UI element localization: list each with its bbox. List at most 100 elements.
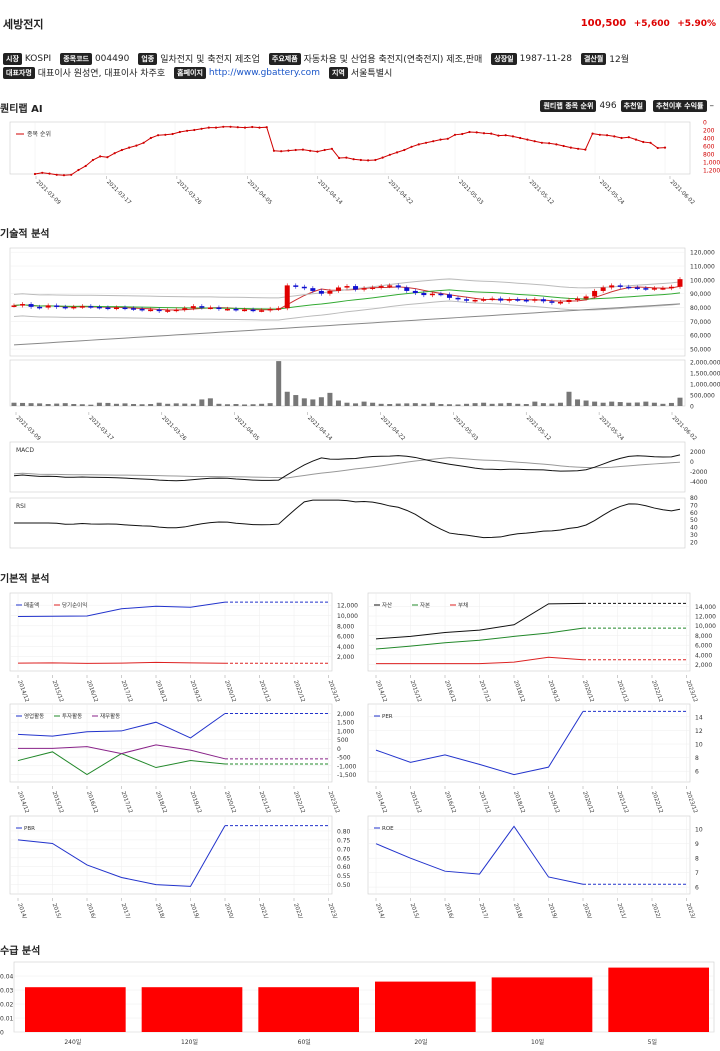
rank-xtick-label: 2021-04-22 [387, 179, 414, 206]
sales-ytick-label: 4,000 [337, 644, 354, 651]
candle-body [131, 308, 137, 310]
volume-bar [182, 403, 188, 406]
cashflow-xtick-label: 2018/12 [154, 791, 167, 815]
candle-body [446, 294, 452, 298]
pbr-xtick-label: 2022/12 [292, 903, 305, 918]
rank-value: 496 [599, 101, 617, 111]
rank-point [287, 149, 290, 152]
cashflow-legend-label: 재무활동 [100, 712, 120, 720]
price-xtick-label: 2021-03-17 [87, 415, 114, 442]
rank-ytick-label: 1,200 [703, 168, 720, 175]
volume-bar [284, 391, 290, 406]
cashflow-xtick-label: 2015/12 [51, 791, 64, 815]
volume-bar [62, 403, 68, 406]
rank-point [446, 137, 449, 140]
rank-point [316, 150, 319, 153]
volume-bar [190, 403, 196, 406]
per-ytick-label: 8 [695, 755, 699, 762]
volume-bar [387, 404, 393, 406]
rank-point [367, 159, 370, 162]
price-change-pct: +5.90% [677, 19, 716, 29]
volume-bar [626, 402, 632, 406]
rsi-ytick-label: 60 [690, 510, 698, 517]
rank-point [504, 134, 507, 137]
rank-point [236, 126, 239, 129]
macd-ytick-label: 0 [690, 459, 694, 466]
cashflow-xtick-label: 2021/12 [258, 791, 271, 815]
cashflow-xtick-label: 2019/12 [189, 791, 202, 815]
candle-body [105, 307, 111, 310]
candle-body [592, 290, 598, 297]
volume-bar [242, 404, 248, 406]
price-ytick-label: 90,000 [690, 291, 711, 298]
rank-frame [9, 121, 691, 175]
price-ytick-label: 100,000 [690, 277, 715, 284]
candle-body [600, 287, 606, 291]
rank-point [207, 126, 210, 129]
sales-xtick-label: 2014/12 [16, 680, 29, 704]
volume-bar [353, 403, 359, 406]
roe-xtick-label: 2014/12 [374, 903, 387, 918]
rank-point [403, 148, 406, 152]
rank-point [388, 153, 391, 156]
assets-ytick-label: 6,000 [695, 643, 712, 650]
assets-xtick-label: 2019/12 [547, 680, 560, 704]
company-name: 세방전지 [3, 18, 44, 31]
volume-bar [267, 403, 273, 406]
rank-ytick-label: 800 [703, 152, 715, 159]
supply-xtick-label: 20일 [414, 1038, 427, 1046]
per-xtick-label: 2019/12 [547, 791, 560, 815]
volume-bar [498, 403, 504, 406]
rank-point [185, 129, 189, 132]
pbr-ytick-label: 0.70 [337, 846, 351, 853]
rank-point [634, 138, 638, 141]
pbr-xtick-label: 2014/12 [16, 903, 29, 918]
candle-body [668, 286, 674, 289]
volume-bar [643, 401, 649, 406]
volume-bar [592, 401, 598, 406]
homepage-link[interactable]: http://www.gbattery.com [208, 67, 320, 78]
supply-ytick-label: 0.01 [0, 1016, 14, 1023]
candle-body [378, 286, 384, 288]
rank-ytick-label: 1,000 [703, 160, 720, 167]
supply-bar [491, 977, 593, 1032]
volume-bar [259, 403, 265, 406]
sales-xtick-label: 2018/12 [154, 680, 167, 704]
volume-bar [677, 397, 683, 406]
price-ytick-label: 120,000 [690, 250, 715, 257]
market-tag: 시장 [3, 52, 22, 65]
ceo-value: 대표이사 원성연, 대표이사 차주호 [37, 69, 166, 79]
rank-point [605, 134, 609, 137]
macd-signal-line [13, 457, 681, 479]
rank-point [214, 126, 218, 129]
price-block: 100,500 +5,600 +5.90% [577, 18, 716, 29]
cashflow-xtick-label: 2016/12 [85, 791, 98, 815]
pbr-xtick-label: 2017/12 [120, 903, 133, 918]
roe-xtick-label: 2017/12 [478, 903, 491, 918]
rank-xtick-label: 2021-04-05 [246, 179, 273, 206]
assets-xtick-label: 2015/12 [409, 680, 422, 704]
product-value: 자동차용 및 산업용 축전지(연축전지) 제조,판매 [303, 55, 483, 65]
price-xtick-label: 2021-05-12 [525, 415, 552, 442]
assets-frame [367, 592, 691, 672]
candle-body [617, 285, 623, 287]
sales-frame [9, 592, 333, 672]
candle-body [148, 309, 154, 312]
candle-body [207, 307, 213, 310]
rsi-line [14, 499, 681, 539]
roe-xtick-label: 2023/12 [685, 903, 698, 918]
macd-ytick-label: -2000 [690, 469, 708, 476]
rank-xtick-label: 2021-06-02 [669, 179, 696, 206]
candle-body [28, 304, 34, 307]
rank-point [229, 125, 232, 128]
candle-body [327, 290, 333, 294]
assets-series-line [375, 602, 584, 640]
fiscal-value: 12월 [609, 55, 629, 65]
volume-bar [540, 403, 546, 406]
pbr-xtick-label: 2018/12 [154, 903, 167, 918]
supply-xtick-label: 120일 [181, 1038, 198, 1046]
cashflow-series-line [18, 744, 226, 760]
rank-point [374, 158, 377, 162]
pbr-ytick-label: 0.55 [337, 873, 351, 880]
rank-point [410, 145, 413, 148]
